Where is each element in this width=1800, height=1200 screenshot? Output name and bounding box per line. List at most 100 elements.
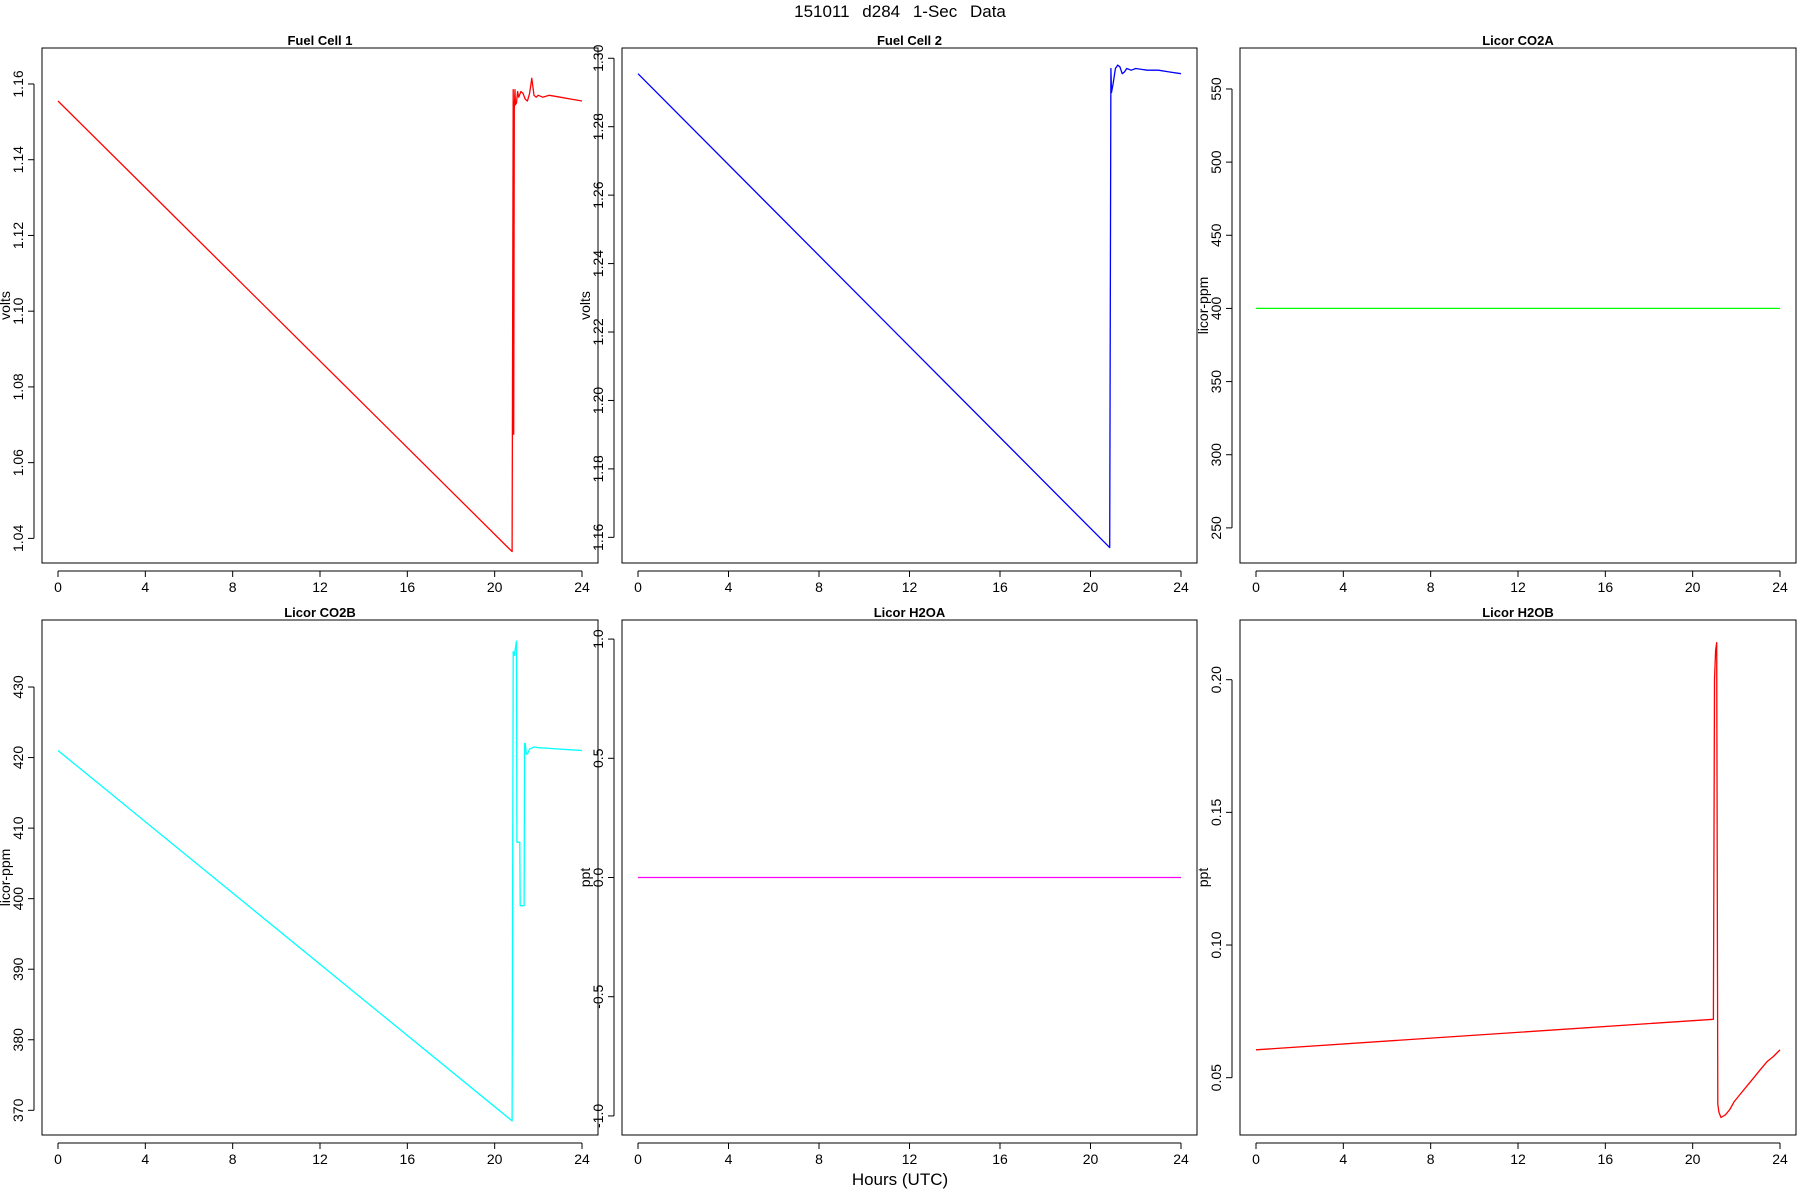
chart-panel: Licor CO2B 0 4 8 12 16 20 24 370 380 390 400 410 420 4… — [0, 605, 599, 1167]
y-axis-title: ppt — [577, 868, 593, 888]
y-tick-label: 0.0 — [590, 868, 606, 888]
y-tick-label: 1.26 — [590, 181, 606, 208]
y-tick-label: 0.10 — [1208, 931, 1224, 958]
plot-frame — [41, 47, 599, 564]
y-tick-label: 0.5 — [590, 748, 606, 768]
y-axis-title: licor-ppm — [1195, 277, 1211, 335]
y-tick-label: -0.5 — [590, 984, 606, 1008]
y-tick-label: 1.18 — [590, 455, 606, 482]
y-tick-label: 1.10 — [10, 297, 26, 324]
x-tick-label: 4 — [141, 1151, 149, 1167]
panel-title: Fuel Cell 1 — [287, 33, 352, 48]
x-tick-label: 24 — [1772, 1151, 1788, 1167]
plot-frame — [621, 619, 1198, 1136]
y-tick-label: 370 — [10, 1098, 26, 1122]
x-tick-label: 0 — [54, 579, 62, 595]
x-tick-label: 24 — [574, 579, 590, 595]
y-axis-title: ppt — [1195, 868, 1211, 888]
x-tick-label: 20 — [487, 1151, 503, 1167]
x-tick-label: 8 — [815, 1151, 823, 1167]
y-tick-label: 1.04 — [10, 525, 26, 552]
y-tick-label: 500 — [1208, 150, 1224, 174]
y-tick-label: 1.22 — [590, 318, 606, 345]
x-tick-label: 20 — [1083, 1151, 1099, 1167]
y-tick-label: 1.28 — [590, 113, 606, 140]
series-line — [637, 64, 1182, 549]
x-tick-label: 16 — [1598, 579, 1614, 595]
x-tick-label: 0 — [634, 1151, 642, 1167]
y-tick-label: 430 — [10, 675, 26, 699]
plot-frame — [1239, 47, 1797, 564]
y-tick-label: 390 — [10, 957, 26, 981]
x-tick-label: 8 — [1427, 1151, 1435, 1167]
x-tick-label: 20 — [487, 579, 503, 595]
x-tick-label: 8 — [229, 579, 237, 595]
x-tick-label: 20 — [1685, 579, 1701, 595]
x-tick-label: 16 — [400, 579, 416, 595]
y-axis-title: volts — [577, 291, 593, 320]
y-tick-label: 1.12 — [10, 222, 26, 249]
x-tick-label: 4 — [1339, 1151, 1347, 1167]
chart-panel: Licor H2OB 0 4 8 12 16 20 24 0.05 0.10 0.15 0.20 ppt — [1195, 605, 1797, 1167]
y-tick-label: 420 — [10, 746, 26, 770]
y-tick-label: 450 — [1208, 223, 1224, 247]
panel-title: Licor CO2A — [1482, 33, 1554, 48]
x-axis-title: Hours (UTC) — [851, 1170, 949, 1189]
y-tick-label: 400 — [1208, 297, 1224, 321]
panel-title: Licor CO2B — [284, 605, 356, 620]
y-tick-label: 1.0 — [590, 629, 606, 649]
main-title: 151011 d284 1-Sec Data — [794, 2, 1006, 21]
y-tick-label: -1.0 — [590, 1104, 606, 1128]
x-tick-label: 12 — [312, 579, 328, 595]
y-tick-label: 0.05 — [1208, 1064, 1224, 1091]
x-tick-label: 20 — [1083, 579, 1099, 595]
y-tick-label: 1.06 — [10, 449, 26, 476]
series-line — [57, 640, 583, 1122]
x-tick-label: 12 — [1510, 1151, 1526, 1167]
x-tick-label: 16 — [1598, 1151, 1614, 1167]
x-tick-label: 12 — [312, 1151, 328, 1167]
y-tick-label: 350 — [1208, 370, 1224, 394]
panel-title: Licor H2OA — [874, 605, 946, 620]
plot-frame — [41, 619, 599, 1136]
y-tick-label: 1.30 — [590, 44, 606, 71]
y-tick-label: 0.20 — [1208, 666, 1224, 693]
x-tick-label: 4 — [1339, 579, 1347, 595]
x-tick-label: 12 — [902, 1151, 918, 1167]
panel-title: Fuel Cell 2 — [877, 33, 942, 48]
plot-frame — [1239, 619, 1797, 1136]
x-tick-label: 8 — [1427, 579, 1435, 595]
x-tick-label: 12 — [1510, 579, 1526, 595]
y-tick-label: 1.24 — [590, 250, 606, 277]
chart-panel: Licor CO2A 0 4 8 12 16 20 24 250 300 350 400 450 500 5… — [1195, 33, 1797, 595]
x-tick-label: 24 — [1173, 1151, 1189, 1167]
chart-panel: Fuel Cell 2 0 4 8 12 16 20 24 1.16 1.18 1.20 1.22 1.… — [577, 33, 1198, 595]
series-line — [1255, 641, 1781, 1119]
y-tick-label: 550 — [1208, 77, 1224, 101]
y-tick-label: 250 — [1208, 516, 1224, 540]
plot-frame — [621, 47, 1198, 564]
panel-title: Licor H2OB — [1482, 605, 1554, 620]
x-tick-label: 0 — [54, 1151, 62, 1167]
x-tick-label: 0 — [1252, 1151, 1260, 1167]
y-tick-label: 1.14 — [10, 146, 26, 173]
y-tick-label: 1.16 — [10, 70, 26, 97]
y-axis-title: volts — [0, 291, 13, 320]
x-tick-label: 12 — [902, 579, 918, 595]
x-tick-label: 4 — [725, 579, 733, 595]
x-tick-label: 4 — [725, 1151, 733, 1167]
x-tick-label: 24 — [1772, 579, 1788, 595]
x-tick-label: 16 — [400, 1151, 416, 1167]
y-tick-label: 1.20 — [590, 387, 606, 414]
y-tick-label: 400 — [10, 887, 26, 911]
x-tick-label: 0 — [634, 579, 642, 595]
x-tick-label: 16 — [992, 1151, 1008, 1167]
y-tick-label: 0.15 — [1208, 799, 1224, 826]
x-tick-label: 0 — [1252, 579, 1260, 595]
y-tick-label: 1.16 — [590, 523, 606, 550]
chart-panel: Licor H2OA 0 4 8 12 16 20 24 -1.0 -0.5 0.0 0.5 1.0 pp… — [577, 605, 1198, 1167]
x-tick-label: 16 — [992, 579, 1008, 595]
x-tick-label: 24 — [1173, 579, 1189, 595]
y-tick-label: 1.08 — [10, 373, 26, 400]
